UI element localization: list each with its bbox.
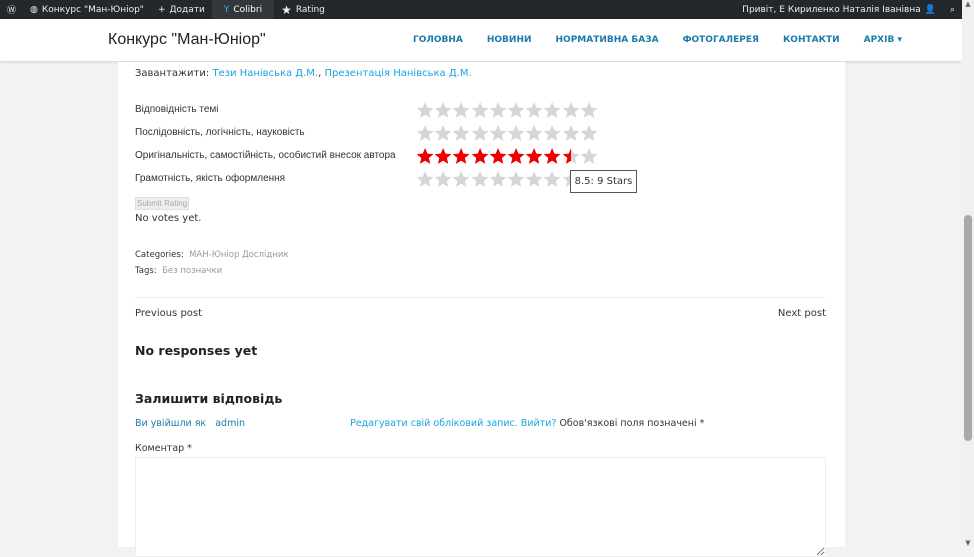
star-icon[interactable] bbox=[543, 101, 561, 119]
presentation-link[interactable]: Презентація Нанівська Д.М. bbox=[324, 68, 472, 79]
star-icon[interactable] bbox=[434, 170, 452, 188]
star-icon[interactable] bbox=[507, 101, 525, 119]
reply-heading: Залишити відповідь bbox=[135, 391, 283, 406]
star-icon[interactable] bbox=[562, 101, 580, 119]
tag-link[interactable]: Без позначки bbox=[162, 266, 223, 276]
user-icon: 👤 bbox=[924, 4, 936, 15]
star-icon[interactable] bbox=[525, 147, 543, 165]
categories: Categories: МАН-Юніор Дослідник bbox=[135, 250, 289, 260]
comment-textarea[interactable] bbox=[135, 457, 826, 557]
star-icon[interactable] bbox=[471, 124, 489, 142]
rating-criterion-label: Послідовність, логічність, науковість bbox=[135, 127, 305, 138]
star-icon[interactable] bbox=[471, 147, 489, 165]
nav-contacts[interactable]: КОНТАКТИ bbox=[782, 35, 840, 45]
rating-button[interactable]: ★ Rating bbox=[281, 2, 325, 17]
add-new-button[interactable]: + Додати bbox=[157, 4, 205, 15]
rating-tooltip: 8.5: 9 Stars bbox=[570, 170, 637, 193]
star-icon[interactable] bbox=[489, 170, 507, 188]
my-account-button[interactable]: Привіт, Е Кириленко Наталія Іванівна 👤 bbox=[742, 4, 936, 15]
tags: Tags: Без позначки bbox=[135, 266, 223, 276]
site-name-button[interactable]: ◍ Конкурс "Ман-Юніор" bbox=[30, 4, 144, 15]
scrollbar[interactable]: ▲ ▼ bbox=[962, 0, 974, 547]
wordpress-icon: Ⓦ bbox=[7, 6, 17, 16]
star-icon[interactable] bbox=[489, 101, 507, 119]
star-icon[interactable] bbox=[489, 124, 507, 142]
comment-label: Коментар * bbox=[135, 443, 192, 454]
rating-criterion-label: Грамотність, якість оформлення bbox=[135, 173, 286, 184]
rating-criterion-label: Відповідність темі bbox=[135, 104, 219, 115]
star-icon[interactable] bbox=[580, 124, 598, 142]
nav-news[interactable]: НОВИНИ bbox=[486, 35, 532, 45]
responses-heading: No responses yet bbox=[135, 343, 258, 358]
star-icon[interactable] bbox=[416, 101, 434, 119]
plus-icon: + bbox=[157, 4, 166, 15]
star-icon[interactable] bbox=[452, 170, 470, 188]
star-icon[interactable] bbox=[489, 147, 507, 165]
star-icon[interactable] bbox=[525, 170, 543, 188]
edit-account-link[interactable]: Редагувати свій обліковий запис. Вийти? bbox=[350, 418, 557, 429]
star-icon[interactable] bbox=[525, 101, 543, 119]
star-icon[interactable] bbox=[434, 124, 452, 142]
star-icon[interactable] bbox=[562, 124, 580, 142]
dashboard-icon: ◍ bbox=[30, 4, 38, 15]
votes-status: No votes yet. bbox=[135, 213, 202, 224]
main-nav: ГОЛОВНА НОВИНИ НОРМАТИВНА БАЗА ФОТОГАЛЕР… bbox=[413, 35, 902, 45]
account-links: Редагувати свій обліковий запис. Вийти? … bbox=[350, 418, 705, 429]
star-icon[interactable] bbox=[543, 124, 561, 142]
scrollbar-thumb[interactable] bbox=[964, 215, 972, 441]
divider bbox=[135, 297, 826, 298]
downloads: Завантажити: Тези Нанівська Д.М., Презен… bbox=[135, 68, 472, 79]
previous-post-link[interactable]: Previous post bbox=[135, 308, 203, 319]
wordpress-logo-button[interactable]: Ⓦ bbox=[0, 0, 23, 19]
star-icon[interactable] bbox=[452, 101, 470, 119]
star-icon[interactable] bbox=[452, 124, 470, 142]
next-post-link[interactable]: Next post bbox=[777, 308, 826, 319]
colibri-icon: Y bbox=[223, 4, 230, 15]
star-rating bbox=[416, 101, 598, 119]
star-rating bbox=[416, 124, 598, 142]
thesis-link[interactable]: Тези Нанівська Д.М. bbox=[212, 68, 319, 79]
star-icon[interactable] bbox=[434, 147, 452, 165]
star-icon[interactable] bbox=[543, 147, 561, 165]
logged-in-as: Ви увійшли як admin bbox=[135, 418, 246, 429]
star-icon[interactable] bbox=[525, 124, 543, 142]
search-button[interactable]: ⌕ bbox=[943, 0, 962, 19]
scroll-down-icon[interactable]: ▼ bbox=[965, 539, 971, 547]
nav-archive[interactable]: АРХІВ ▾ bbox=[863, 35, 903, 45]
chevron-down-icon: ▾ bbox=[897, 35, 903, 45]
star-icon[interactable] bbox=[471, 170, 489, 188]
submit-rating-button[interactable]: Submit Rating bbox=[135, 197, 190, 210]
search-icon: ⌕ bbox=[949, 4, 955, 15]
star-icon[interactable] bbox=[507, 170, 525, 188]
star-rating bbox=[416, 147, 598, 165]
category-link[interactable]: МАН-Юніор Дослідник bbox=[189, 250, 289, 260]
star-icon: ★ bbox=[281, 2, 292, 17]
star-icon[interactable] bbox=[507, 147, 525, 165]
star-icon[interactable] bbox=[580, 147, 598, 165]
star-icon[interactable] bbox=[543, 170, 561, 188]
rating-criterion-label: Оригінальність, самостійність, особистий… bbox=[135, 150, 396, 161]
colibri-button[interactable]: Y Colibri bbox=[211, 0, 275, 19]
star-icon[interactable] bbox=[471, 101, 489, 119]
star-icon[interactable] bbox=[452, 147, 470, 165]
nav-regulations[interactable]: НОРМАТИВНА БАЗА bbox=[555, 35, 659, 45]
site-title[interactable]: Конкурс "Ман-Юніор" bbox=[108, 31, 266, 48]
nav-gallery[interactable]: ФОТОГАЛЕРЕЯ bbox=[682, 35, 759, 45]
post-content: Завантажити: Тези Нанівська Д.М., Презен… bbox=[118, 62, 845, 557]
star-icon[interactable] bbox=[416, 124, 434, 142]
nav-home[interactable]: ГОЛОВНА bbox=[413, 35, 463, 45]
star-icon[interactable] bbox=[580, 101, 598, 119]
star-icon[interactable] bbox=[416, 147, 434, 165]
user-link[interactable]: admin bbox=[215, 418, 246, 429]
admin-bar: Ⓦ ◍ Конкурс "Ман-Юніор" + Додати Y Colibri … bbox=[0, 0, 962, 19]
star-icon[interactable] bbox=[562, 147, 580, 165]
star-icon[interactable] bbox=[434, 101, 452, 119]
site-header: Конкурс "Ман-Юніор" ГОЛОВНА НОВИНИ НОРМА… bbox=[0, 19, 962, 61]
star-icon[interactable] bbox=[507, 124, 525, 142]
star-icon[interactable] bbox=[416, 170, 434, 188]
scroll-up-icon[interactable]: ▲ bbox=[965, 0, 971, 8]
